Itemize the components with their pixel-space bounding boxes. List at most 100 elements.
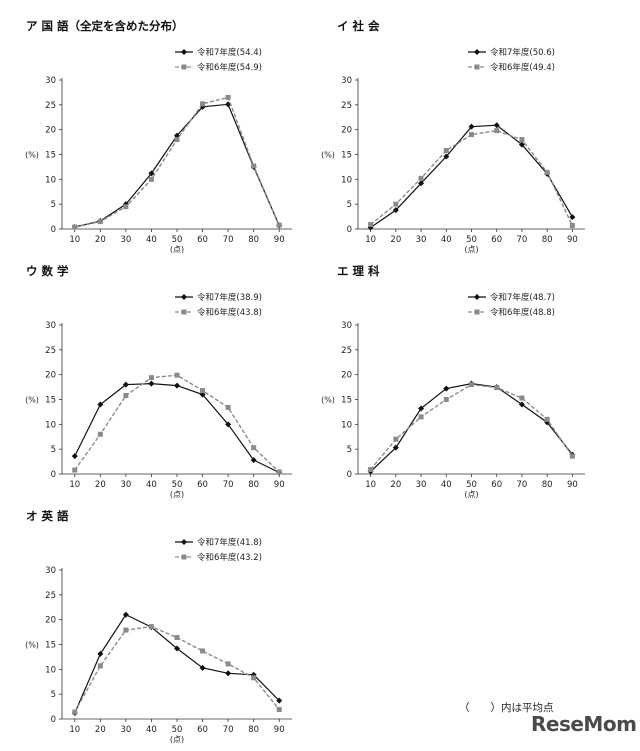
- x-tick-label: 40: [146, 235, 157, 245]
- chart-panel-2: イ 社 会 0 5 10 15 20 25 30 (%) 10 20 30 40 50 60 70 80 90 (点…: [321, 19, 585, 254]
- chart-panel-5: オ 英 語 0 5 10 15 20 25 30 (%) 10 20 30 40 50 60 70 80 90 (点…: [25, 509, 292, 744]
- legend-label: 令和7年度(54.4): [197, 47, 262, 58]
- legend-item-r7: 令和7年度(50.6): [468, 47, 555, 58]
- y-tick-label: 20: [341, 371, 352, 381]
- chart-panel-3: ウ 数 学 0 5 10 15 20 25 30 (%) 10 20 30 40 50 60 70 80 90 (点…: [25, 264, 292, 499]
- y-tick-label: 20: [45, 371, 56, 381]
- legend-item-r7: 令和7年度(41.8): [175, 537, 262, 548]
- data-point-r6: [544, 416, 550, 422]
- y-axis-label: (%): [25, 396, 39, 405]
- series-line-r7: [370, 124, 573, 229]
- data-point-r7: [468, 123, 475, 130]
- data-point-r6: [174, 635, 180, 641]
- legend-marker: [181, 539, 187, 545]
- legend-item-r7: 令和7年度(38.9): [175, 292, 262, 303]
- data-point-r6: [200, 101, 206, 107]
- x-tick-label: 50: [172, 480, 183, 490]
- legend-item-r7: 令和7年度(48.7): [468, 292, 555, 303]
- x-tick-label: 10: [365, 480, 376, 490]
- series-line-r6: [370, 383, 573, 470]
- x-axis-label: (点): [464, 245, 478, 254]
- y-tick-label: 25: [45, 591, 56, 601]
- data-point-r6: [494, 385, 500, 391]
- data-point-r6: [97, 219, 103, 225]
- data-point-r6: [200, 648, 206, 654]
- x-tick-label: 60: [197, 725, 208, 735]
- data-point-r7: [122, 611, 129, 618]
- x-tick-label: 60: [197, 235, 208, 245]
- data-point-r7: [392, 207, 399, 214]
- x-tick-label: 50: [466, 480, 477, 490]
- data-point-r6: [251, 163, 257, 169]
- series-line-r6: [74, 96, 280, 228]
- data-point-r6: [276, 469, 282, 475]
- legend-label: 令和7年度(48.7): [490, 292, 555, 303]
- y-tick-label: 25: [341, 346, 352, 356]
- x-tick-label: 40: [441, 235, 452, 245]
- y-tick-label: 10: [341, 175, 352, 185]
- data-point-r6: [418, 175, 424, 181]
- legend-label: 令和6年度(49.4): [490, 62, 555, 73]
- x-tick-label: 70: [223, 725, 234, 735]
- data-point-r6: [418, 414, 424, 420]
- y-tick-label: 10: [341, 420, 352, 430]
- data-point-r6: [368, 222, 374, 228]
- chart-panel-1: ア 国 語（全定を含めた分布） 0 5 10 15 20 25 30 (%) 10 20 30 40 50…: [25, 19, 292, 254]
- data-point-r7: [418, 180, 425, 187]
- x-tick-label: 30: [120, 235, 131, 245]
- data-point-r7: [97, 650, 104, 657]
- legend-marker: [181, 554, 187, 560]
- data-point-r6: [519, 395, 525, 401]
- y-tick-label: 25: [341, 101, 352, 111]
- y-tick-label: 15: [341, 151, 352, 161]
- data-point-r6: [494, 128, 500, 134]
- data-point-r7: [443, 385, 450, 392]
- x-tick-label: 70: [223, 480, 234, 490]
- data-point-r7: [225, 670, 232, 677]
- data-point-r7: [148, 170, 155, 177]
- x-tick-label: 40: [146, 480, 157, 490]
- data-point-r6: [569, 223, 575, 229]
- x-tick-label: 20: [95, 480, 106, 490]
- x-tick-label: 80: [542, 480, 553, 490]
- legend-label: 令和6年度(43.2): [197, 552, 262, 563]
- x-tick-label: 80: [248, 480, 259, 490]
- y-tick-label: 30: [45, 76, 56, 86]
- x-tick-label: 10: [69, 725, 80, 735]
- data-point-r6: [251, 445, 257, 451]
- x-tick-label: 70: [223, 235, 234, 245]
- data-point-r6: [443, 397, 449, 402]
- data-point-r7: [443, 153, 450, 160]
- legend-item-r6: 令和6年度(48.8): [468, 307, 555, 318]
- data-point-r7: [174, 382, 180, 389]
- data-point-r7: [148, 380, 155, 387]
- data-point-r6: [225, 94, 231, 100]
- legend-item-r6: 令和6年度(54.9): [175, 62, 262, 73]
- series-line-r7: [74, 103, 280, 228]
- y-tick-label: 0: [347, 225, 352, 235]
- data-point-r6: [148, 624, 154, 630]
- y-axis-label: (%): [321, 396, 335, 405]
- x-tick-label: 60: [197, 480, 208, 490]
- x-tick-label: 30: [120, 725, 131, 735]
- data-point-r7: [518, 141, 525, 148]
- y-tick-label: 15: [341, 396, 352, 406]
- data-point-r6: [123, 393, 129, 399]
- data-point-r6: [225, 661, 231, 667]
- y-tick-label: 10: [45, 175, 56, 185]
- data-point-r7: [276, 697, 283, 704]
- x-tick-label: 60: [491, 480, 502, 490]
- legend-marker: [181, 49, 187, 55]
- data-point-r7: [97, 401, 104, 408]
- data-point-r6: [148, 375, 154, 381]
- y-tick-label: 15: [45, 641, 56, 651]
- y-tick-label: 5: [347, 445, 352, 455]
- y-tick-label: 30: [341, 76, 352, 86]
- data-point-r6: [200, 388, 206, 394]
- y-tick-label: 20: [45, 126, 56, 136]
- series-line-r7: [74, 613, 280, 714]
- legend-item-r6: 令和6年度(43.8): [175, 307, 262, 318]
- legend-marker: [181, 64, 187, 70]
- data-point-r7: [71, 453, 78, 460]
- y-axis-label: (%): [321, 151, 335, 160]
